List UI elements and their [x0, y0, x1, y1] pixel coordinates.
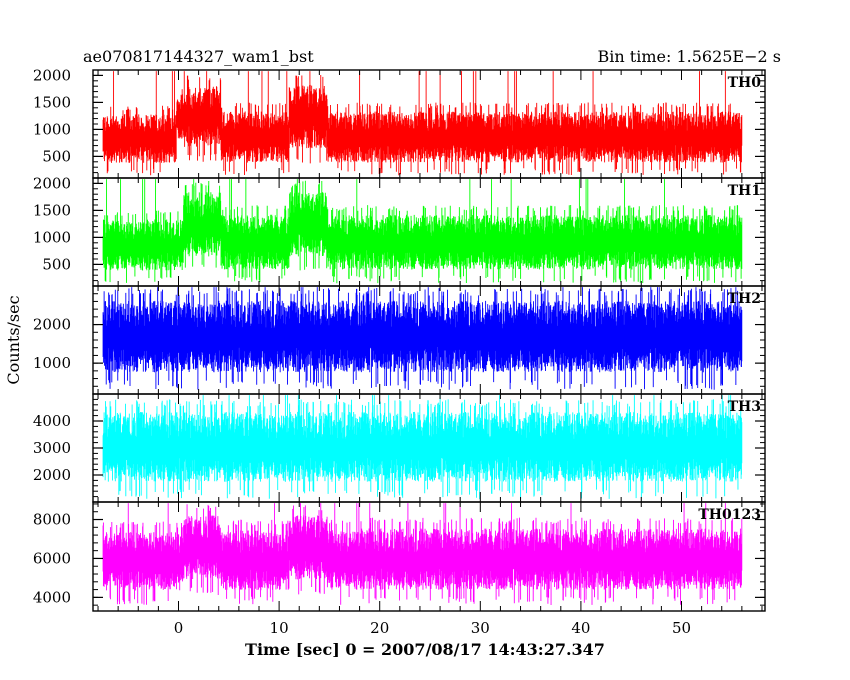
- series-th3: [102, 395, 743, 500]
- y-axis-label: Counts/sec: [4, 295, 23, 384]
- series-th2: [102, 287, 743, 390]
- panel-th1: TH1 500 1000 1500 2000: [33, 174, 766, 287]
- series-name-label: TH2: [728, 291, 761, 307]
- series-th1: [102, 179, 743, 284]
- y-tick-label: 2000: [33, 466, 71, 484]
- panel-th2: TH2 1000 2000: [33, 285, 766, 395]
- y-tick-label: 1000: [33, 120, 71, 138]
- x-tick-label: 40: [571, 619, 590, 637]
- panel-frame: [92, 501, 766, 612]
- y-tick-label: 1000: [33, 228, 71, 246]
- series-th0123: [102, 503, 743, 605]
- panel-th3: TH3 2000 3000 4000: [33, 393, 766, 503]
- y-tick-label: 500: [42, 147, 71, 165]
- x-tick-label: 20: [370, 619, 389, 637]
- x-tick-label: 10: [270, 619, 289, 637]
- x-axis-label: Time [sec] 0 = 2007/08/17 14:43:27.347: [245, 640, 605, 659]
- y-tick-label: 4000: [33, 588, 71, 606]
- series-name-label: TH0: [728, 75, 762, 91]
- y-tick-label: 1500: [33, 201, 71, 219]
- bin-time-label: Bin time: 1.5625E−2 s: [598, 47, 781, 66]
- y-tick-label: 2000: [33, 66, 71, 84]
- y-tick-label: 4000: [33, 412, 71, 430]
- y-tick-label: 6000: [33, 549, 71, 567]
- y-tick-label: 2000: [33, 174, 71, 192]
- x-tick-label: 0: [174, 619, 184, 637]
- series-th0: [102, 71, 743, 176]
- y-tick-label: 500: [42, 255, 71, 273]
- y-tick-label: 2000: [33, 316, 71, 334]
- series-name-label: TH1: [728, 183, 761, 199]
- series-name-label: TH0123: [698, 507, 761, 523]
- y-tick-label: 1500: [33, 93, 71, 111]
- x-tick-label: 50: [672, 619, 691, 637]
- series-name-label: TH3: [728, 399, 761, 415]
- panel-th0123: TH0123 4000 6000 8000: [33, 501, 766, 612]
- y-tick-label: 8000: [33, 511, 71, 529]
- panel-th0: TH0 500 1000 1500 2000: [33, 66, 766, 179]
- chart-title: ae070817144327_wam1_bst: [83, 47, 314, 66]
- panels-group: TH0500100015002000TH1500100015002000TH21…: [33, 66, 766, 637]
- y-tick-label: 3000: [33, 439, 71, 457]
- y-tick-label: 1000: [33, 354, 71, 372]
- x-tick-label: 30: [471, 619, 490, 637]
